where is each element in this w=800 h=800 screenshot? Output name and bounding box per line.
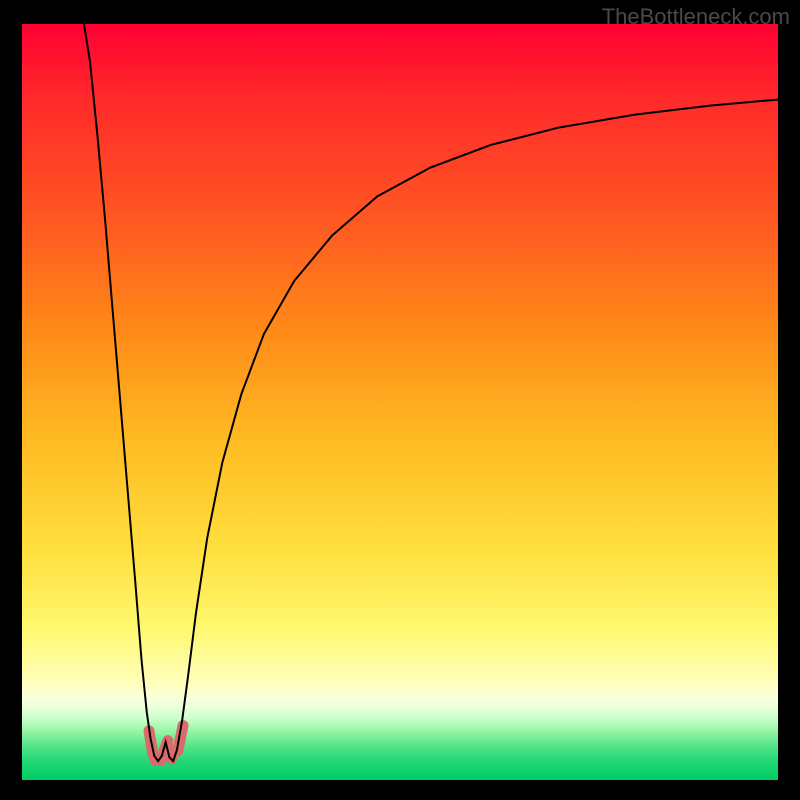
watermark-text: TheBottleneck.com — [602, 4, 790, 30]
plot-background-gradient — [22, 24, 778, 780]
chart-container: TheBottleneck.com — [0, 0, 800, 800]
plot-area — [22, 24, 778, 780]
